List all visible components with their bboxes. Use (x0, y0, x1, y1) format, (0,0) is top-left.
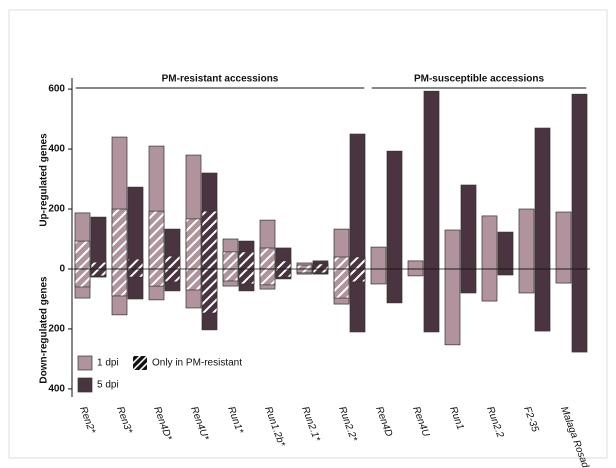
bar-down (370, 268, 387, 285)
bar-up (386, 150, 403, 270)
y-tick-label: 400 (48, 384, 65, 395)
bar-up (90, 216, 107, 270)
x-tick-label: Ren3* (114, 405, 134, 436)
bar-down (481, 268, 498, 302)
bar-down (497, 268, 514, 276)
group-label: PM-susceptible accessions (414, 74, 544, 85)
bar-up (423, 90, 440, 270)
hatch-down (222, 268, 239, 282)
x-tick-label: Run2.1* (299, 405, 322, 444)
hatch-up (201, 210, 218, 270)
x-tick-label: Run2.2 (484, 405, 506, 439)
bar-down (555, 268, 572, 284)
y-tick-label: 200 (48, 324, 65, 335)
hatch-up (275, 260, 292, 270)
bar-down (423, 268, 440, 333)
x-tick-label: Run1.2b* (262, 405, 287, 449)
hatch-down (312, 268, 329, 274)
hatch-down (164, 268, 181, 283)
x-tick-label: Ren4U (410, 405, 431, 439)
x-tick-label: Malaga Rosada (558, 405, 592, 468)
bar-up (407, 260, 424, 270)
legend-label: 5 dpi (97, 380, 119, 391)
group-label: PM-resistant accessions (162, 74, 279, 85)
legend-label: 1 dpi (97, 358, 119, 369)
x-tick-label: Run1 (447, 405, 466, 431)
x-tick-label: F2-35 (521, 405, 540, 434)
y-tick-label: 200 (48, 204, 65, 215)
bar-up (571, 93, 588, 270)
hatch-up (238, 251, 255, 270)
hatch-up (333, 256, 350, 270)
x-tick-label: Ren4D (373, 405, 394, 438)
bar-up (370, 246, 387, 270)
hatch-down (74, 268, 91, 288)
hatch-down (333, 268, 350, 299)
bar-down (518, 268, 535, 294)
hatch-down (238, 268, 255, 285)
legend-swatch (133, 356, 147, 370)
x-tick-label: Ren4D* (151, 405, 174, 443)
y-tick-label: 600 (48, 84, 65, 95)
x-tick-label: Ren4U* (188, 405, 211, 443)
bar-up (127, 186, 144, 270)
hatch-down (259, 268, 276, 286)
bar-down (407, 268, 424, 277)
bar-down (571, 268, 588, 353)
bar-down (534, 268, 551, 332)
frame (8, 9, 608, 459)
bar-up (534, 127, 551, 270)
hatch-up (111, 208, 128, 270)
legend-label: Only in PM-resistant (152, 358, 242, 369)
bar-up (518, 208, 535, 270)
bar-up (349, 133, 366, 270)
x-tick-label: Run1* (225, 405, 245, 436)
bar-up (497, 231, 514, 270)
x-tick-label: Run2.2* (336, 405, 359, 444)
hatch-up (349, 256, 366, 270)
hatch-down (275, 268, 292, 278)
bar-down (460, 268, 477, 294)
y-tick-label: 400 (48, 144, 65, 155)
hatch-up (148, 210, 165, 270)
y-label-up: Up-regulated genes (39, 133, 50, 227)
hatch-up (259, 247, 276, 270)
hatch-down (127, 268, 144, 278)
bar-down (386, 268, 403, 304)
hatch-up (185, 218, 202, 270)
hatch-down (185, 268, 202, 291)
bar-up (460, 184, 477, 270)
hatch-up (74, 240, 91, 270)
hatch-up (296, 264, 313, 270)
hatch-up (222, 251, 239, 270)
hatch-up (90, 261, 107, 270)
hatch-down (90, 268, 107, 277)
legend-swatch (77, 355, 93, 371)
hatch-down (201, 268, 218, 314)
bar-up (481, 215, 498, 270)
bar-up (555, 211, 572, 270)
y-tick-label: 0 (59, 264, 65, 275)
hatch-up (312, 263, 329, 270)
hatch-up (127, 258, 144, 270)
y-label-down: Down-regulated genes (39, 276, 50, 384)
hatch-down (296, 268, 313, 274)
bar-up (444, 229, 461, 270)
legend-swatch (77, 377, 93, 393)
bar-down (444, 268, 461, 346)
x-tick-label: Ren2* (77, 405, 97, 436)
hatch-down (349, 268, 366, 283)
hatch-down (148, 268, 165, 287)
hatch-down (111, 268, 128, 297)
hatch-up (164, 255, 181, 270)
